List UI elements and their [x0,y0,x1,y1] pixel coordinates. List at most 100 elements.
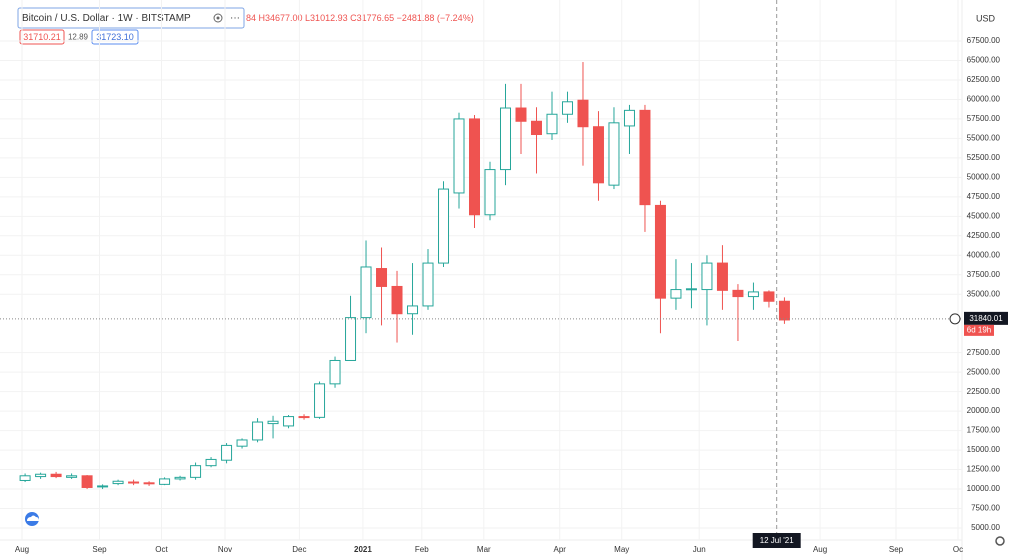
candle-body [561,101,573,115]
candle-body [499,107,511,171]
symbol-title: Bitcoin / U.S. Dollar · 1W · BITSTAMP [22,13,191,24]
candle-body [360,266,372,319]
candle-body [763,291,775,302]
x-tick-label: Mar [477,545,491,554]
y-tick-label: 20000.00 [967,406,1001,415]
x-tick-label: Apr [554,545,567,554]
currency[interactable]: USD [976,13,996,23]
candle-body [407,305,419,315]
candle-body [732,289,744,298]
x-tick-label: Dec [292,545,306,554]
last-price-box [964,311,1008,325]
bid-box[interactable] [19,29,65,45]
x-tick-label: Feb [415,545,429,554]
candle-body [190,465,202,478]
crosshair-date-box [752,533,801,548]
candle-body [314,383,326,418]
candle-body [639,109,651,206]
x-tick-label: Sep [889,545,904,554]
x-tick-label: May [614,545,629,554]
candle-body [515,107,527,122]
candle-body [701,262,713,291]
candle-body [716,262,728,291]
candle-body [592,126,604,184]
candle-body [685,288,697,291]
candle-body [345,317,357,361]
settings-icon[interactable] [995,536,1005,546]
candle-body [50,473,62,478]
y-tick-label: 50000.00 [967,172,1001,181]
y-tick-label: 12500.00 [967,465,1001,474]
candle-body [391,285,403,315]
candle-body [422,262,434,307]
x-tick-label: Oc [953,545,963,554]
y-tick-label: 47500.00 [967,192,1001,201]
x-tick-label: Aug [813,545,827,554]
candle-body [778,300,790,321]
candle-body [81,475,93,488]
symbol-box[interactable] [17,7,245,29]
candle-body [654,204,666,299]
y-tick-label: 10000.00 [967,484,1001,493]
candle-body [174,476,186,480]
ask: 31723.10 [96,32,134,42]
countdown: 6d 19h [967,325,991,334]
y-tick-label: 17500.00 [967,426,1001,435]
y-tick-label: 15000.00 [967,445,1001,454]
y-tick-label: 40000.00 [967,250,1001,259]
candle-body [670,289,682,299]
y-tick-label: 5000.00 [971,523,1000,532]
candle-body [159,478,171,485]
candle-body [112,480,124,485]
last-price-label: 31840.01 [969,314,1003,323]
ask-box[interactable] [91,29,139,45]
y-tick-label: 37500.00 [967,270,1001,279]
candle-body [283,416,295,427]
y-tick-label: 25000.00 [967,367,1001,376]
candle-body [329,359,341,385]
candle-body [66,475,78,478]
candle-body [469,118,481,216]
candle-body [97,485,109,488]
eye-icon-pupil [216,16,220,20]
candle-body [35,473,47,478]
candle-body [236,439,248,447]
candle-body [252,421,264,441]
x-tick-label: Nov [218,545,232,554]
bid: 31710.21 [23,32,61,42]
y-tick-label: 55000.00 [967,134,1001,143]
candle-body [221,444,233,461]
candle-body [530,120,542,136]
candle-body [747,291,759,298]
x-tick-label: Aug [15,545,29,554]
x-tick-label: 2021 [354,545,372,554]
crosshair-date: 12 Jul '21 [760,536,795,545]
candle-body [205,458,217,467]
candle-body [608,122,620,186]
y-tick-label: 7500.00 [971,504,1000,513]
y-tick-label: 67500.00 [967,36,1001,45]
candle-body [484,169,496,216]
y-tick-label: 65000.00 [967,56,1001,65]
y-tick-label: 27500.00 [967,348,1001,357]
candle-body [376,268,388,287]
crosshair-plus [949,313,961,325]
y-tick-label: 52500.00 [967,153,1001,162]
x-tick-label: Oct [155,545,168,554]
x-tick-label: Jun [693,545,706,554]
cloud-icon[interactable] [25,512,39,526]
y-tick-label: 35000.00 [967,289,1001,298]
candle-body [19,475,31,481]
y-tick-label: 22500.00 [967,387,1001,396]
y-tick-label: 62500.00 [967,75,1001,84]
candle-body [438,188,450,264]
eye-icon[interactable] [213,13,223,23]
more-icon[interactable]: ··· [230,13,240,24]
candle-body [267,420,279,425]
candle-body [453,118,465,194]
candle-body [298,416,310,419]
candle-body [546,113,558,135]
